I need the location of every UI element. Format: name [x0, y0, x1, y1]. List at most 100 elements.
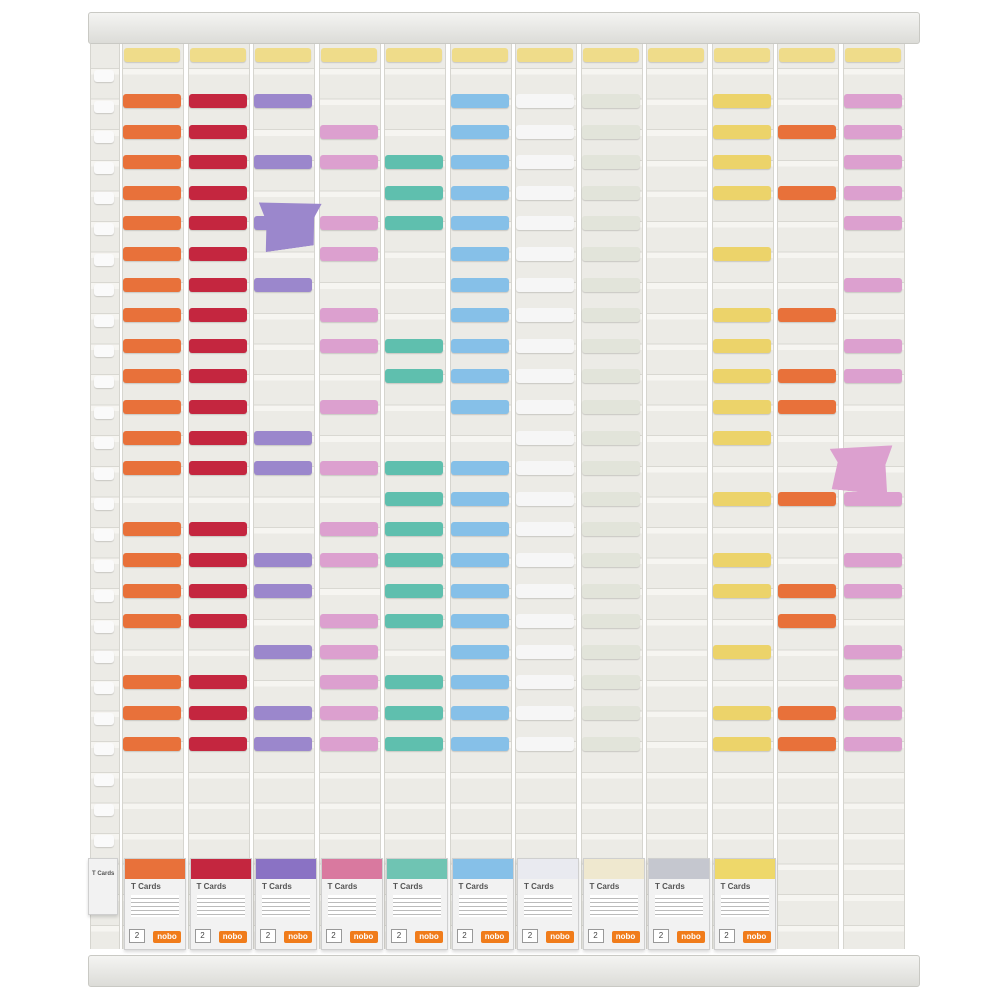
t-card [188, 614, 247, 629]
index-card [94, 406, 114, 419]
index-card [94, 437, 114, 450]
t-card [843, 583, 902, 598]
t-card [516, 491, 574, 506]
t-card [516, 155, 574, 170]
t-card [319, 400, 378, 414]
t-card [581, 675, 640, 690]
t-card [516, 553, 574, 567]
t-card [123, 736, 181, 751]
t-card [319, 675, 378, 690]
box-lines [589, 895, 638, 917]
t-card [254, 94, 312, 108]
t-card [123, 369, 181, 384]
t-card [188, 155, 247, 170]
box-brand: nobo [480, 931, 509, 943]
t-card [516, 400, 574, 414]
t-card [581, 94, 640, 108]
box-brand: nobo [153, 931, 181, 943]
t-card [385, 675, 443, 690]
box-number: 2 [194, 929, 211, 943]
header-card [124, 48, 180, 62]
t-card [843, 185, 902, 200]
header-card [189, 48, 246, 62]
t-card [123, 583, 181, 598]
header-card [320, 48, 377, 62]
box-band [256, 859, 316, 879]
t-card [123, 553, 181, 567]
t-card [516, 124, 574, 139]
t-card [516, 94, 574, 108]
t-card [450, 736, 509, 751]
box-band [583, 859, 644, 879]
t-card [123, 124, 181, 139]
t-card [712, 338, 771, 353]
t-card [581, 553, 640, 567]
t-card [188, 308, 247, 323]
box-title: T Cards [196, 882, 227, 891]
t-card [123, 614, 181, 629]
t-card [712, 430, 771, 445]
t-card [254, 277, 312, 292]
t-card [712, 369, 771, 384]
t-card [450, 400, 509, 414]
box-band [125, 859, 185, 879]
box-title: T Cards [589, 882, 620, 891]
box-number: 2 [260, 929, 276, 943]
slot-column [253, 44, 315, 949]
slot-column [122, 44, 184, 949]
t-card [450, 185, 509, 200]
t-card [516, 706, 574, 720]
header-card [386, 48, 442, 62]
t-card [516, 736, 574, 751]
index-card [94, 651, 114, 664]
header-card [255, 48, 311, 62]
index-card [94, 100, 114, 113]
t-card [254, 706, 312, 720]
box-brand: nobo [284, 931, 312, 943]
t-card [319, 553, 378, 567]
top-rail [88, 12, 920, 44]
t-card [188, 94, 247, 108]
t-card [319, 338, 378, 353]
t-card [450, 522, 509, 537]
t-card [450, 369, 509, 384]
t-card [188, 522, 247, 537]
box-brand: nobo [415, 931, 443, 943]
t-card [123, 430, 181, 445]
t-card [516, 216, 574, 231]
t-card [712, 247, 771, 261]
t-card [516, 277, 574, 292]
t-card [385, 216, 443, 231]
t-card [712, 308, 771, 323]
t-card [385, 338, 443, 353]
box-brand: nobo [349, 931, 378, 943]
box-band [321, 859, 382, 879]
slot-column [318, 44, 381, 949]
t-card [843, 553, 902, 567]
t-card [843, 491, 902, 506]
box-brand: nobo [546, 931, 574, 943]
index-card [94, 620, 114, 633]
t-card [450, 338, 509, 353]
t-card [254, 583, 312, 598]
t-card [581, 308, 640, 323]
t-card [843, 124, 902, 139]
index-card [94, 467, 114, 480]
t-card [581, 216, 640, 231]
t-card [450, 553, 509, 567]
card-box: T Cards 2 nobo [189, 858, 252, 950]
card-box: T Cards 2 nobo [255, 858, 317, 950]
t-card [516, 369, 574, 384]
box-lines [720, 895, 769, 917]
card-box: T Cards 2 nobo [517, 858, 579, 950]
t-card [712, 553, 771, 567]
t-card [319, 308, 378, 323]
t-card [778, 491, 836, 506]
t-card [843, 216, 902, 231]
box-band [714, 859, 775, 879]
t-card [581, 491, 640, 506]
t-card [712, 124, 771, 139]
t-card [385, 491, 443, 506]
t-card [581, 155, 640, 170]
box-number: 2 [391, 929, 407, 943]
